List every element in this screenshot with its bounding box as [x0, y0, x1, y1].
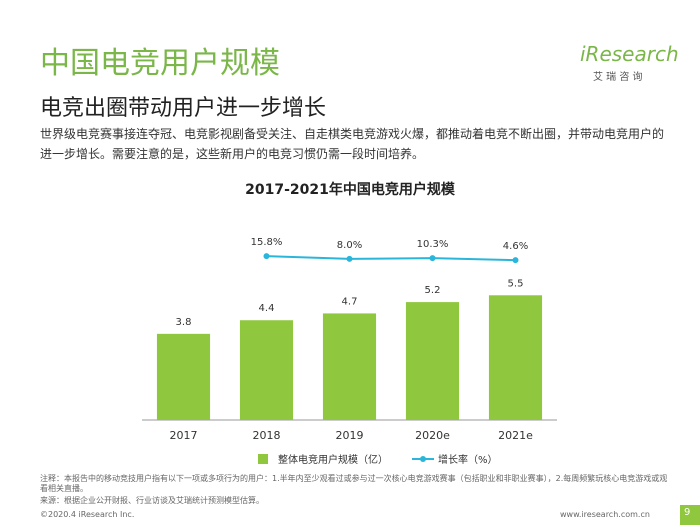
corner — [680, 505, 700, 525]
data-label: 4.7 — [342, 296, 358, 307]
line-point — [512, 257, 519, 264]
logo: iResearch — [580, 42, 679, 66]
data-label: 3.8 — [176, 317, 192, 328]
url: www.iresearch.com.cn — [560, 510, 650, 519]
source: 来源：根据企业公开财报、行业访谈及艾瑞统计预测模型估算。 — [40, 496, 264, 505]
note: 注释：本报告中的移动竞技用户指有以下一项或多项行为的用户：1.半年内至少观看过或… — [40, 474, 668, 493]
data-label: 5.5 — [508, 278, 524, 289]
slide-subtitle: 电竞出圈带动用户进一步增长 — [40, 96, 327, 121]
slide-title: 中国电竞用户规模 — [40, 46, 280, 81]
bar — [239, 320, 294, 420]
line-point — [429, 255, 436, 262]
data-label: 4.4 — [259, 303, 275, 314]
page-number: 9 — [684, 507, 691, 518]
chart-title: 2017-2021年中国电竞用户规模 — [245, 181, 456, 198]
copyright: ©2020.4 iResearch Inc. — [40, 510, 135, 519]
logo-cn: 艾 瑞 咨 询 — [593, 72, 643, 83]
legend-label: 增长率（%） — [438, 453, 498, 466]
data-label: 5.2 — [425, 285, 441, 296]
data-label: 8.0% — [337, 240, 362, 251]
x-tick-label: 2018 — [253, 429, 281, 442]
bar — [322, 313, 377, 420]
data-label: 15.8% — [251, 237, 283, 248]
legend-swatch — [420, 456, 426, 462]
data-label: 10.3% — [417, 239, 449, 250]
bar — [405, 302, 460, 420]
x-tick-label: 2020e — [415, 429, 450, 442]
line-point — [346, 255, 353, 262]
line — [266, 255, 516, 262]
bar — [156, 333, 211, 420]
legend-label: 整体电竞用户规模（亿） — [278, 453, 388, 466]
line-point — [263, 253, 270, 260]
legend-swatch — [258, 454, 268, 464]
data-label: 4.6% — [503, 241, 528, 252]
chart: 2017-2021年中国电竞用户规模 2017 2018 2019 2020e 2021… — [142, 181, 557, 466]
x-tick-label: 2019 — [336, 429, 364, 442]
x-tick-label: 2017 — [170, 429, 198, 442]
bar — [488, 295, 543, 420]
x-tick-label: 2021e — [498, 429, 533, 442]
intro-text: 世界级电竞赛事接连夺冠、电竞影视剧备受关注、自走棋类电竞游戏火爆，都推动着电竞不… — [40, 127, 665, 161]
